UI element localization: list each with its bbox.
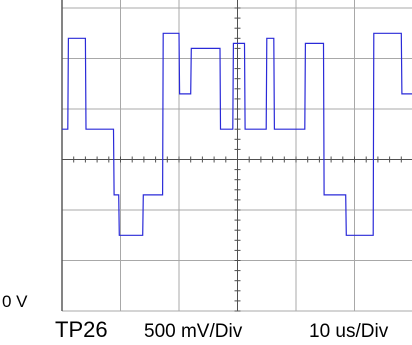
channel-label: TP26: [55, 317, 108, 342]
center-axes: [61, 0, 412, 312]
signal-trace: [62, 32, 412, 236]
vertical-scale-label: 500 mV/Div: [144, 321, 243, 342]
oscilloscope-plot: [61, 0, 412, 312]
horizontal-scale-label: 10 us/Div: [309, 321, 389, 342]
zero-volt-label: 0 V: [2, 292, 28, 311]
